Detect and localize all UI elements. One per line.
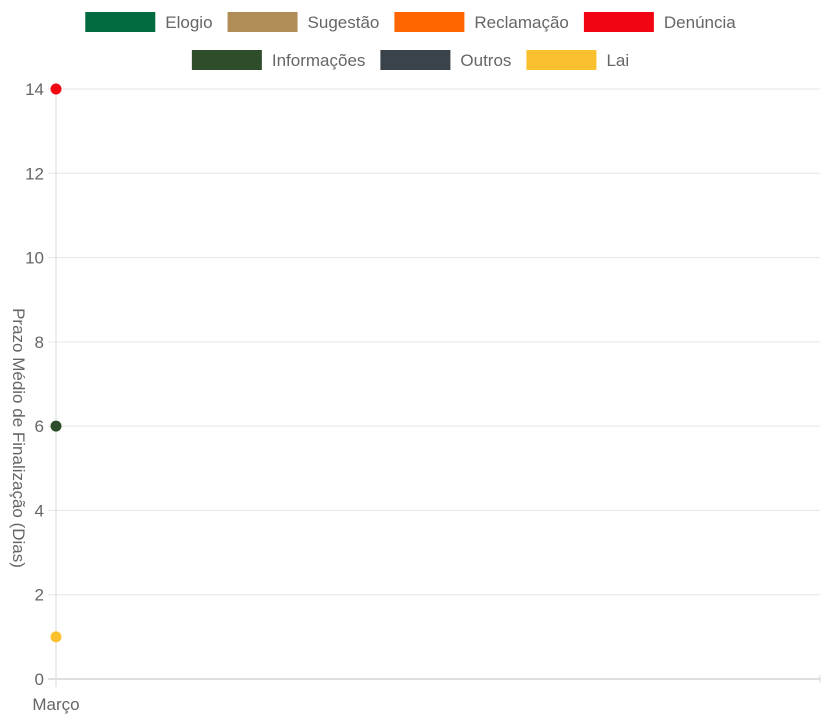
y-tick-label: 0 <box>35 670 44 689</box>
legend-item-lai[interactable]: Lai <box>526 50 629 70</box>
data-points <box>50 83 62 643</box>
x-tick-label: Março <box>32 695 79 714</box>
legend-item-outros[interactable]: Outros <box>380 50 511 70</box>
legend-label: Informações <box>272 51 366 70</box>
legend-label: Reclamação <box>474 13 569 32</box>
legend-item-sugestao[interactable]: Sugestão <box>227 12 380 32</box>
y-axis-label: Prazo Médio de Finalização (Dias) <box>9 308 28 568</box>
legend-item-denuncia[interactable]: Denúncia <box>583 12 736 32</box>
y-tick-label: 6 <box>35 417 44 436</box>
legend-swatch <box>380 50 451 70</box>
y-tick-label: 4 <box>35 501 44 520</box>
legend-swatch <box>85 12 156 32</box>
legend-label: Denúncia <box>664 13 736 32</box>
legend-item-informacoes[interactable]: Informações <box>191 50 366 70</box>
axes: 0 2 4 6 8 10 12 14 Março <box>25 80 821 714</box>
legend-item-elogio[interactable]: Elogio <box>85 12 213 32</box>
legend-label: Elogio <box>165 13 212 32</box>
legend-label: Sugestão <box>308 13 380 32</box>
legend-label: Outros <box>460 51 511 70</box>
y-tick-label: 10 <box>25 249 44 268</box>
grid <box>48 88 820 680</box>
legend-label: Lai <box>606 51 629 70</box>
legend[interactable]: Elogio Sugestão Reclamação Denúncia Informaç… <box>85 12 736 70</box>
point-lai[interactable] <box>50 631 62 643</box>
y-tick-label: 2 <box>35 586 44 605</box>
legend-swatch <box>526 50 597 70</box>
legend-swatch <box>583 12 654 32</box>
legend-item-reclamacao[interactable]: Reclamação <box>394 12 569 32</box>
legend-swatch <box>394 12 465 32</box>
point-informacoes[interactable] <box>50 420 62 432</box>
legend-swatch <box>191 50 262 70</box>
y-tick-label: 12 <box>25 164 44 183</box>
y-tick-label: 14 <box>25 80 44 99</box>
point-denuncia[interactable] <box>50 83 62 95</box>
legend-swatch <box>227 12 298 32</box>
y-tick-label: 8 <box>35 333 44 352</box>
